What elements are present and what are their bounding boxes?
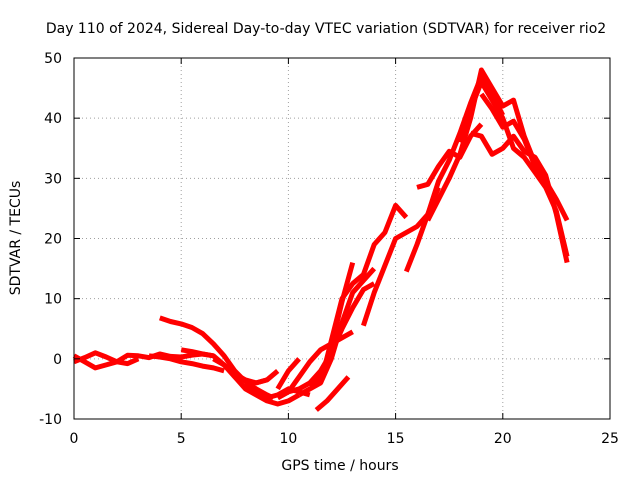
x-tick-label: 5: [177, 431, 186, 447]
series-line-sat-j: [276, 281, 376, 401]
x-tick-label: 0: [70, 431, 79, 447]
x-axis-label: GPS time / hours: [281, 458, 398, 474]
series-line-sat-k: [286, 329, 354, 394]
x-tick-label: 10: [279, 431, 297, 447]
y-axis-label: SDTVAR / TECUs: [8, 181, 24, 296]
x-tick-label: 20: [494, 431, 512, 447]
series-line-sat-v: [479, 92, 548, 186]
series-line-sat-b: [72, 353, 140, 371]
series-line-sat-q: [403, 73, 506, 273]
series-line-sat-g: [243, 380, 311, 401]
data-series-group: [72, 67, 570, 412]
y-tick-label: 50: [44, 51, 62, 67]
x-tick-label: 15: [387, 431, 405, 447]
y-tick-label: 30: [44, 171, 62, 187]
series-line-sat-u: [469, 130, 570, 264]
series-line-sat-l: [297, 202, 409, 398]
series-line-sat-e: [180, 347, 301, 407]
series-line-sat-n: [314, 375, 351, 412]
series-line-sat-d: [148, 353, 225, 374]
series-line-sat-r: [416, 122, 484, 190]
series-line-sat-i: [275, 357, 301, 391]
series-line-sat-s: [425, 67, 570, 222]
y-tick-label: 40: [44, 111, 62, 127]
x-tick-label: 25: [601, 431, 619, 447]
chart-title: Day 110 of 2024, Sidereal Day-to-day VTE…: [46, 21, 606, 37]
grid-lines: [74, 58, 610, 419]
y-tick-label: 20: [44, 232, 62, 248]
y-tick-label: -10: [39, 412, 62, 428]
y-tick-label: 0: [53, 352, 62, 368]
y-tick-label: 10: [44, 292, 62, 308]
axis-ticks: 0 5 10 15 20 25 -10 0 10 20 30 40 50: [39, 51, 619, 447]
series-line-sat-m: [308, 261, 356, 388]
series-line-sat-h: [255, 368, 280, 386]
series-line-sat-o: [318, 266, 377, 384]
series-line-sat-c: [159, 315, 275, 401]
series-line-sat-a: [73, 350, 214, 365]
